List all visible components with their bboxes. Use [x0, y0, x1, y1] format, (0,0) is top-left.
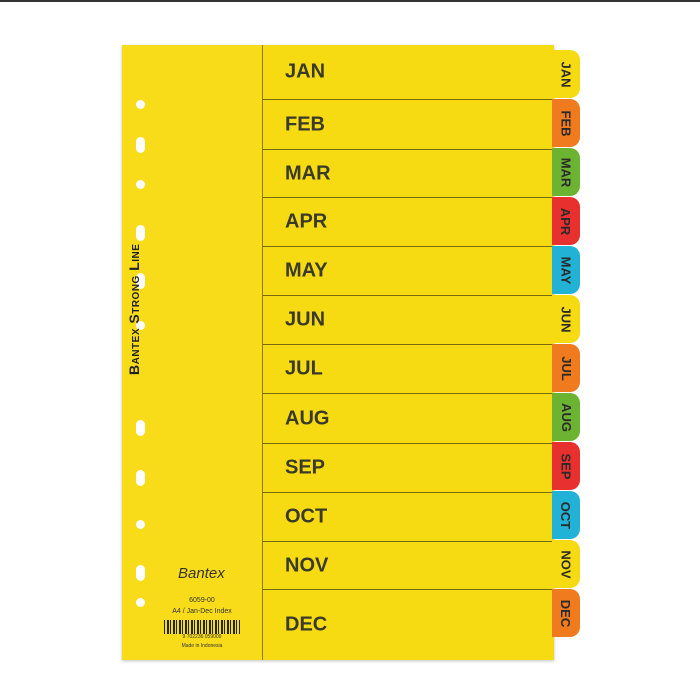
month-label: APR: [285, 210, 328, 233]
tab-label: SEP: [558, 452, 574, 480]
tab-mar[interactable]: MAR: [552, 148, 580, 196]
month-row-aug: AUG: [263, 394, 554, 444]
month-row-oct: OCT: [263, 493, 554, 542]
month-label: MAR: [285, 162, 331, 184]
index-divider-sheet: Bantex Strong Line Bantex 6059-00 A4 / J…: [122, 45, 554, 660]
barcode: [164, 620, 240, 634]
punch-hole: [136, 321, 145, 330]
month-label: MAY: [285, 259, 328, 282]
tab-may[interactable]: MAY: [552, 246, 580, 294]
tab-dec[interactable]: DEC: [552, 589, 580, 637]
tab-apr[interactable]: APR: [552, 197, 580, 245]
month-label: SEP: [285, 456, 326, 479]
month-label: OCT: [285, 505, 328, 528]
month-row-sep: SEP: [263, 444, 554, 493]
tab-label: MAY: [558, 256, 574, 284]
tab-nov[interactable]: NOV: [552, 540, 580, 588]
month-row-jan: JAN: [263, 45, 554, 100]
punch-hole: [136, 565, 145, 581]
punch-hole: [136, 520, 145, 529]
month-row-apr: APR: [263, 198, 554, 247]
month-row-jul: JUL: [263, 345, 554, 394]
month-label: JUL: [285, 357, 323, 380]
punch-hole: [136, 420, 145, 436]
month-row-nov: NOV: [263, 542, 554, 590]
punch-hole: [136, 180, 145, 189]
tab-label: JUL: [558, 355, 574, 381]
tab-label: OCT: [558, 501, 574, 529]
punch-hole: [136, 225, 145, 241]
month-row-feb: FEB: [263, 100, 554, 150]
tab-label: JUN: [558, 305, 574, 333]
brand-logo: Bantex: [178, 565, 225, 582]
tab-sep[interactable]: SEP: [552, 442, 580, 490]
month-rows: JAN FEB MAR APR MAY JUN JUL AUG SEP OCT NOV DEC: [263, 45, 554, 660]
tab-label: APR: [558, 207, 574, 235]
month-label: AUG: [285, 407, 330, 429]
tab-jan[interactable]: JAN: [552, 50, 580, 98]
top-border: [0, 0, 700, 2]
tab-label: AUG: [558, 402, 574, 432]
product-code: 6059-00: [189, 597, 215, 604]
month-row-jun: JUN: [263, 296, 554, 345]
month-label: JUN: [285, 308, 326, 331]
tab-aug[interactable]: AUG: [552, 393, 580, 441]
month-label: NOV: [285, 554, 329, 576]
month-row-dec: DEC: [263, 590, 554, 659]
barcode-number: 9 702236 059009: [182, 634, 222, 640]
month-row-mar: MAR: [263, 150, 554, 198]
binding-strip: Bantex Strong Line Bantex 6059-00 A4 / J…: [122, 45, 263, 660]
month-label: FEB: [285, 113, 325, 135]
month-label: JAN: [285, 60, 326, 83]
tab-label: NOV: [558, 549, 574, 579]
tab-feb[interactable]: FEB: [552, 99, 580, 147]
brand-series-logo: Bantex Strong Line: [126, 243, 142, 375]
tab-label: DEC: [558, 599, 574, 627]
tab-jun[interactable]: JUN: [552, 295, 580, 343]
tab-label: MAR: [558, 157, 574, 187]
punch-hole: [136, 137, 145, 153]
punch-hole: [136, 598, 145, 607]
tab-label: FEB: [558, 110, 574, 136]
punch-hole: [136, 273, 145, 289]
origin-label: Made in Indonesia: [181, 643, 223, 649]
month-label: DEC: [285, 613, 328, 635]
tab-label: JAN: [558, 60, 574, 88]
month-row-may: MAY: [263, 247, 554, 296]
punch-hole: [136, 470, 145, 486]
punch-hole: [136, 100, 145, 109]
product-description: A4 / Jan-Dec Index: [172, 608, 232, 615]
tab-oct[interactable]: OCT: [552, 491, 580, 539]
tab-jul[interactable]: JUL: [552, 344, 580, 392]
